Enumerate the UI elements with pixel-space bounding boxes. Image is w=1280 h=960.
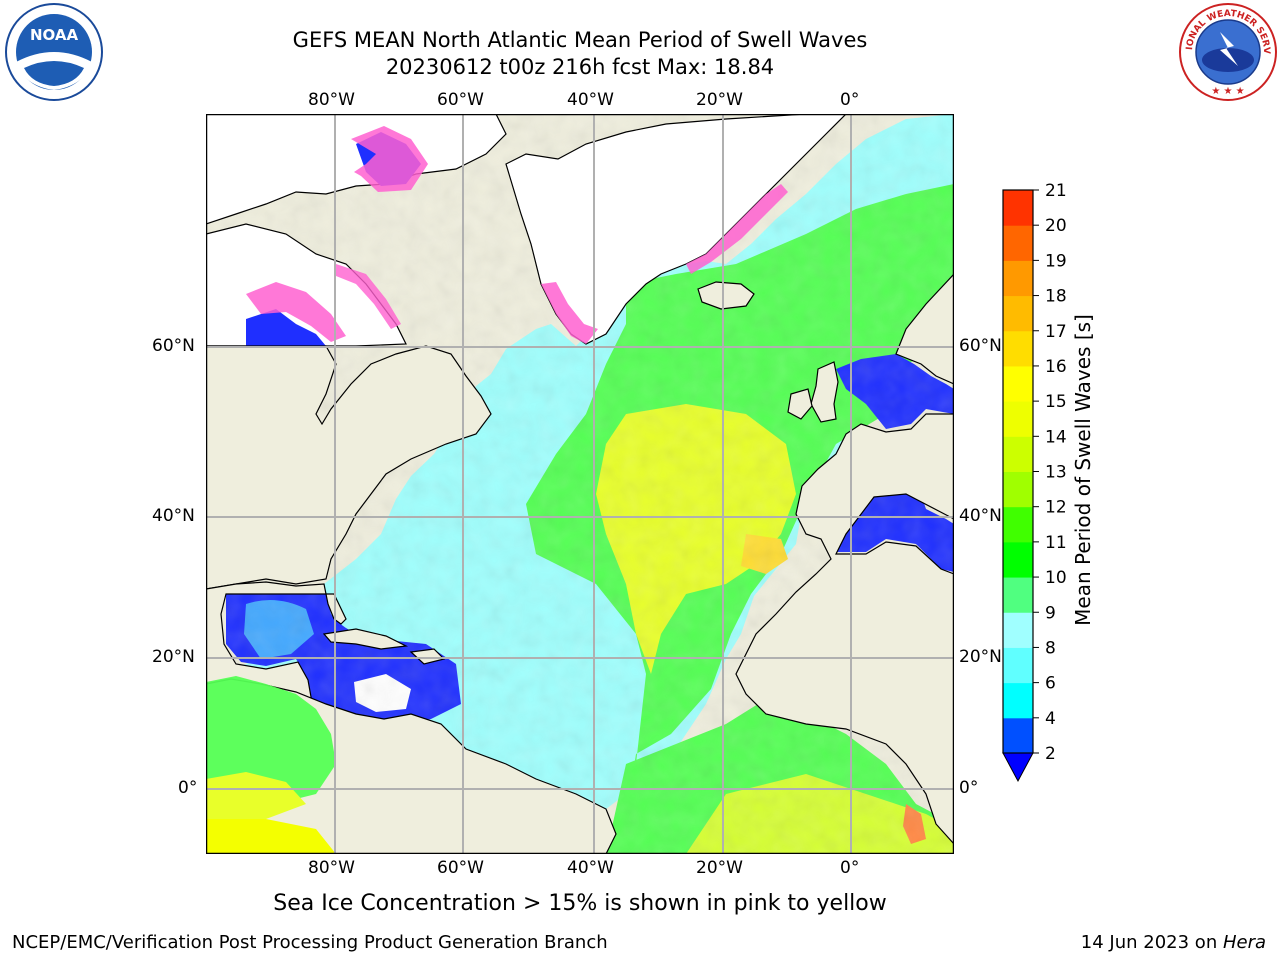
footer-left: NCEP/EMC/Verification Post Processing Pr… — [12, 932, 608, 953]
lon-tick-top-0: 0° — [840, 90, 860, 110]
map-frame — [205, 113, 955, 855]
colorbar-bin — [1003, 717, 1033, 754]
colorbar-tick-label: 14 — [1045, 427, 1067, 447]
colorbar-bin — [1003, 365, 1033, 402]
colorbar-svg: 2 4 6 8 9 10 11 12 13 14 15 16 17 18 19 20 21 — [1002, 181, 1067, 783]
colorbar-bin — [1003, 577, 1033, 613]
footer-date: 14 Jun 2023 on — [1080, 932, 1223, 953]
colorbar-tick-label: 9 — [1045, 603, 1056, 623]
title-line-1: GEFS MEAN North Atlantic Mean Period of … — [292, 28, 868, 52]
colorbar: 2 4 6 8 9 10 11 12 13 14 15 16 17 18 19 20 21 — [995, 180, 1135, 790]
europe-africa — [735, 413, 954, 845]
lon-tick-top-40w: 40°W — [567, 90, 614, 110]
colorbar-tick-label: 20 — [1045, 216, 1067, 236]
colorbar-tick-label: 10 — [1045, 568, 1067, 588]
colorbar-tick-label: 17 — [1045, 322, 1067, 342]
lat-tick-left-40n: 40°N — [152, 506, 195, 526]
colorbar-bin — [1003, 682, 1033, 719]
lat-tick-right-20n: 20°N — [959, 647, 1002, 667]
labrador-coast — [206, 345, 492, 590]
colorbar-tick-label: 16 — [1045, 357, 1067, 377]
colorbar-bin — [1003, 295, 1033, 332]
title-line-2: 20230612 t00z 216h fcst Max: 18.84 — [385, 55, 775, 79]
graticule — [206, 114, 954, 854]
map-svg — [205, 113, 955, 855]
noaa-logo: NOAA — [4, 2, 104, 102]
scandinavia — [895, 273, 954, 385]
colorbar-bin — [1003, 225, 1033, 261]
colorbar-bin — [1003, 436, 1033, 472]
colorbar-bin — [1003, 260, 1033, 297]
iceland — [697, 281, 755, 310]
sea-ice-caption: Sea Ice Concentration > 15% is shown in … — [273, 891, 887, 916]
colorbar-tick-label: 6 — [1045, 674, 1056, 694]
lat-tick-right-40n: 40°N — [959, 506, 1002, 526]
colorbar-bin — [1003, 647, 1033, 684]
lat-tick-left-20n: 20°N — [152, 647, 195, 667]
colorbar-tick-label: 19 — [1045, 251, 1067, 271]
footer-right: 14 Jun 2023 on Hera — [1081, 932, 1266, 953]
colorbar-tick-label: 11 — [1045, 533, 1067, 553]
lon-tick-top-80w: 80°W — [308, 90, 355, 110]
ireland — [787, 388, 813, 420]
footer-host: Hera — [1222, 932, 1266, 953]
lon-tick-bottom-20w: 20°W — [696, 858, 743, 878]
lon-tick-bottom-80w: 80°W — [308, 858, 355, 878]
lat-tick-right-60n: 60°N — [959, 336, 1002, 356]
great-britain — [810, 361, 839, 423]
lon-tick-top-20w: 20°W — [696, 90, 743, 110]
map-panel — [205, 113, 955, 855]
lat-tick-left-0: 0° — [178, 778, 198, 798]
lon-tick-top-60w: 60°W — [437, 90, 484, 110]
colorbar-tick-label: 18 — [1045, 287, 1067, 307]
lat-tick-left-60n: 60°N — [152, 336, 195, 356]
colorbar-bin — [1003, 401, 1033, 437]
lat-tick-right-0: 0° — [959, 778, 979, 798]
colorbar-tick-label: 12 — [1045, 498, 1067, 518]
colorbar-tick-label: 8 — [1045, 638, 1056, 658]
colorbar-bin — [1003, 190, 1033, 226]
noaa-logo-text: NOAA — [30, 26, 79, 44]
colorbar-bin — [1003, 612, 1033, 648]
colorbar-bin — [1003, 330, 1033, 367]
lon-tick-bottom-0: 0° — [840, 858, 860, 878]
lon-tick-bottom-60w: 60°W — [437, 858, 484, 878]
colorbar-bin — [1003, 471, 1033, 508]
colorbar-tick-label: 13 — [1045, 463, 1067, 483]
colorbar-bin — [1003, 506, 1033, 543]
nws-logo: NATIONAL WEATHER SERVICE ★ ★ ★ — [1174, 0, 1278, 102]
colorbar-tick-label: 21 — [1045, 181, 1067, 201]
colorbar-tick-label: 2 — [1045, 744, 1056, 764]
colorbar-label: Mean Period of Swell Waves [s] — [1071, 314, 1095, 626]
colorbar-under-triangle — [1002, 752, 1034, 783]
colorbar-tick-label: 15 — [1045, 392, 1067, 412]
colorbar-bin — [1003, 541, 1033, 578]
colorbar-tick-label: 4 — [1045, 709, 1056, 729]
lon-tick-bottom-40w: 40°W — [567, 858, 614, 878]
svg-text:★ ★ ★: ★ ★ ★ — [1211, 86, 1244, 97]
